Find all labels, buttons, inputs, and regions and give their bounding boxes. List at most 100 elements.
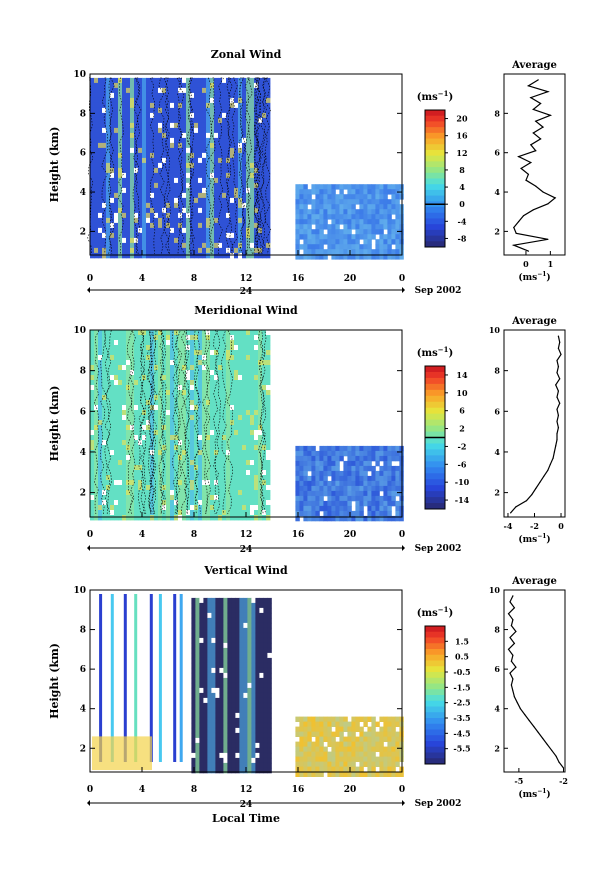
heatmap-cell: [227, 627, 232, 634]
heatmap-cell: [150, 227, 155, 234]
heatmap-cell: [343, 475, 348, 482]
heatmap-cell: [146, 435, 151, 441]
heatmap-cell: [134, 142, 139, 149]
heatmap-cell: [195, 707, 200, 714]
heatmap-cell: [383, 199, 388, 205]
heatmap-cell: [262, 335, 267, 341]
heatmap-cell: [98, 252, 103, 259]
heatmap-cell: [207, 642, 212, 649]
heatmap-cell: [110, 450, 115, 456]
heatmap-cell: [238, 470, 243, 476]
heatmap-cell: [250, 445, 255, 451]
heatmap-cell: [214, 470, 219, 476]
heatmap-cell: [190, 415, 195, 421]
profile-point: [518, 156, 520, 158]
heatmap-cell: [391, 184, 396, 190]
heatmap-cell: [355, 515, 360, 522]
heatmap-cell: [226, 440, 231, 446]
heatmap-cell: [110, 97, 115, 104]
heatmap-cell: [258, 252, 263, 259]
heatmap-cell: [391, 470, 396, 477]
heatmap-cell: [166, 460, 171, 466]
heatmap-cell: [231, 647, 236, 654]
heatmap-cell: [142, 152, 147, 159]
heatmap-cell: [247, 612, 252, 619]
heatmap-cell: [242, 500, 247, 506]
heatmap-cell: [246, 360, 251, 366]
heatmap-cell: [102, 132, 107, 139]
heatmap-cell: [218, 107, 223, 114]
heatmap-cell: [90, 395, 95, 401]
heatmap-cell: [178, 202, 183, 209]
panel-title: Meridional Wind: [194, 304, 298, 317]
heatmap-cell: [258, 197, 263, 204]
heatmap-cell: [391, 455, 396, 462]
heatmap-cell: [154, 172, 159, 179]
heatmap-cell: [355, 184, 360, 190]
heatmap-cell: [254, 380, 259, 386]
heatmap-cell: [90, 92, 95, 99]
heatmap-cell: [174, 247, 179, 254]
heatmap-cell: [198, 495, 203, 501]
heatmap-cell: [150, 177, 155, 184]
heatmap-cell: [243, 747, 248, 754]
heatmap-cell: [307, 485, 312, 492]
heatmap-cell: [218, 495, 223, 501]
heatmap-cell: [331, 505, 336, 512]
profile-line: [510, 335, 562, 514]
heatmap-cell: [106, 107, 111, 114]
heatmap-cell: [231, 607, 236, 614]
heatmap-cell: [170, 505, 175, 511]
heatmap-cell: [94, 500, 99, 506]
heatmap-cell: [387, 485, 392, 492]
heatmap-cell: [242, 162, 247, 169]
heatmap-cell: [174, 470, 179, 476]
heatmap-cell: [174, 127, 179, 134]
heatmap-cell: [214, 395, 219, 401]
heatmap-cell: [214, 217, 219, 224]
heatmap-cell: [210, 420, 215, 426]
heatmap-cell: [262, 440, 267, 446]
heatmap-cell: [219, 602, 224, 609]
heatmap-cell: [182, 137, 187, 144]
heatmap-cell: [246, 330, 251, 336]
heatmap-cell: [94, 232, 99, 239]
heatmap-cell: [339, 490, 344, 497]
heatmap-cell: [242, 182, 247, 189]
heatmap-cell: [327, 184, 332, 190]
heatmap-cell: [206, 202, 211, 209]
heatmap-cell: [218, 177, 223, 184]
heatmap-cell: [170, 460, 175, 466]
heatmap-cell: [207, 737, 212, 744]
heatmap-cell: [379, 480, 384, 487]
heatmap-cell: [234, 440, 239, 446]
heatmap-cell: [214, 222, 219, 229]
heatmap-cell: [94, 142, 99, 149]
heatmap-cell: [162, 212, 167, 219]
heatmap-cell: [202, 217, 207, 224]
heatmap-cell: [186, 415, 191, 421]
heatmap-cell: [238, 345, 243, 351]
heatmap-cell: [223, 602, 228, 609]
heatmap-cell: [154, 242, 159, 249]
heatmap-cell: [371, 445, 376, 452]
heatmap-cell: [90, 515, 95, 521]
heatmap-cell: [142, 425, 147, 431]
heatmap-cell: [174, 345, 179, 351]
contour-line: [149, 77, 156, 254]
heatmap-cell: [182, 222, 187, 229]
heatmap-cell: [230, 440, 235, 446]
contour-line: [217, 77, 225, 254]
heatmap-cell: [190, 420, 195, 426]
heatmap-cell: [246, 237, 251, 244]
heatmap-cell: [150, 370, 155, 376]
heatmap-cell: [311, 234, 316, 240]
heatmap-cell: [222, 197, 227, 204]
heatmap-cell: [226, 445, 231, 451]
heatmap-cell: [195, 712, 200, 719]
heatmap-cell: [339, 510, 344, 517]
heatmap-cell: [303, 199, 308, 205]
heatmap-cell: [339, 204, 344, 210]
heatmap-cell: [223, 637, 228, 644]
heatmap-cell: [190, 212, 195, 219]
